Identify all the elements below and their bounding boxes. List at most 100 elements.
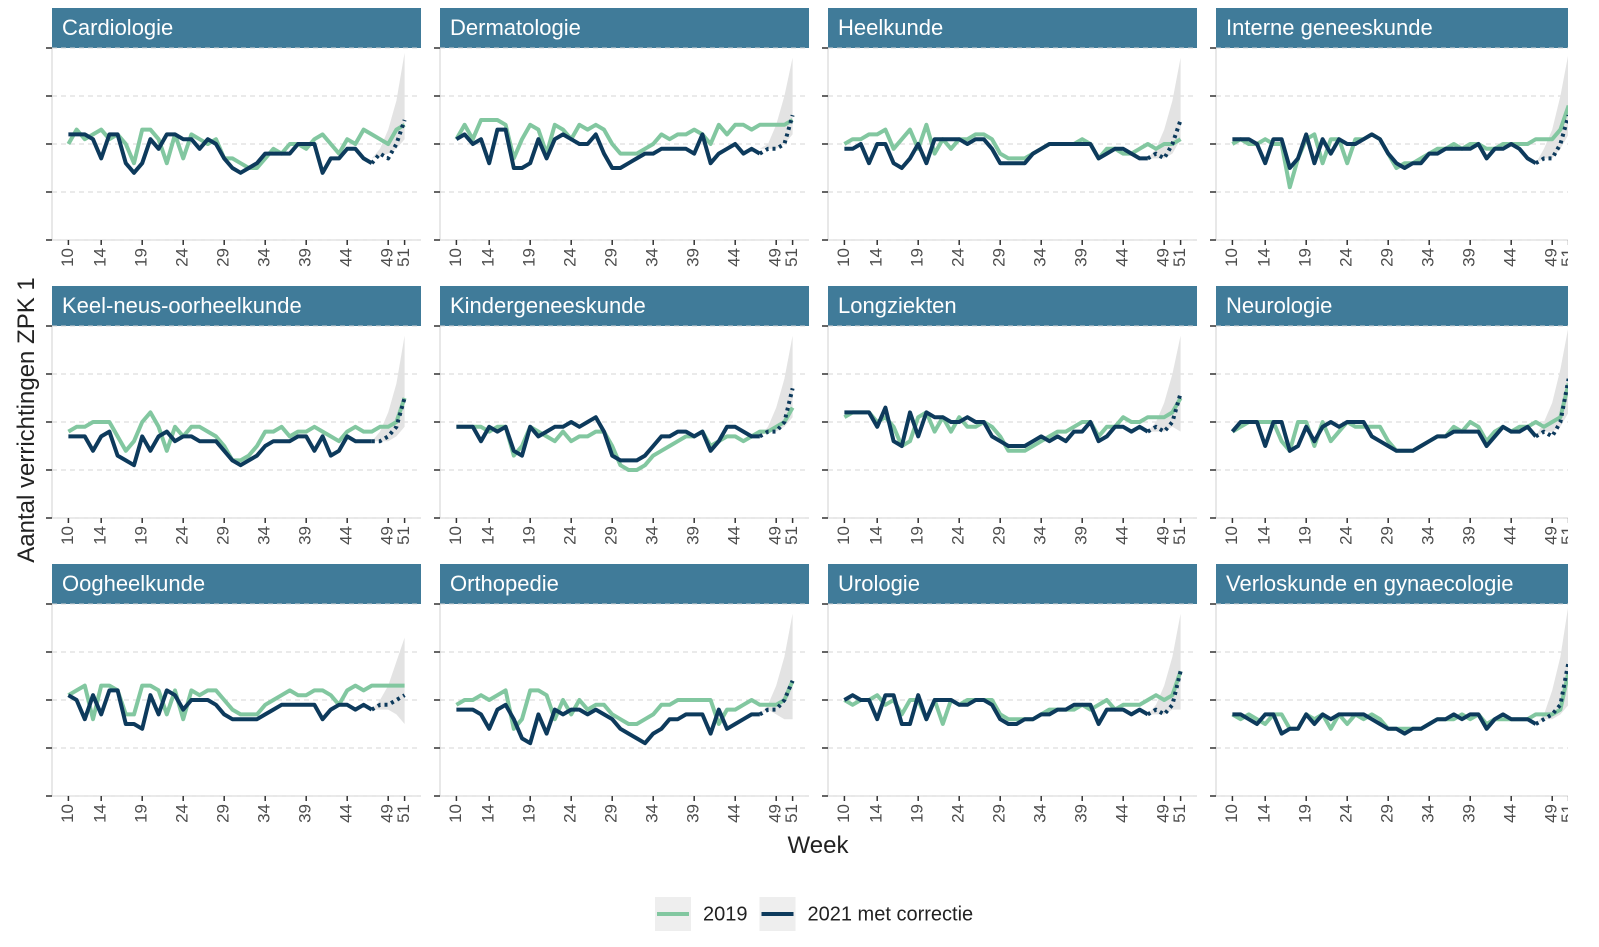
x-tick-label: 34 bbox=[255, 804, 274, 823]
x-tick-label: 19 bbox=[1296, 804, 1315, 823]
strip bbox=[440, 8, 809, 48]
panel-title: Keel-neus-oorheelkunde bbox=[62, 293, 302, 318]
x-tick-label: 29 bbox=[214, 804, 233, 823]
x-tick-label: 14 bbox=[867, 804, 886, 823]
x-tick-label: 24 bbox=[1337, 804, 1356, 823]
strip bbox=[828, 564, 1197, 604]
series-line bbox=[843, 397, 1183, 453]
x-tick-label: 51 bbox=[1558, 526, 1577, 545]
panel: Keel-neus-oorheelkunde 10 14 19 24 29 34 39 44 49… bbox=[46, 286, 421, 545]
x-tick-label: 34 bbox=[255, 248, 274, 267]
x-tick-label: 19 bbox=[908, 526, 927, 545]
x-tick-label: 34 bbox=[643, 526, 662, 545]
x-tick-label: 14 bbox=[1255, 248, 1274, 267]
x-tick-label: 34 bbox=[255, 526, 274, 545]
x-tick-label: 49 bbox=[766, 804, 785, 823]
series-line bbox=[843, 122, 1182, 161]
x-tick-label: 29 bbox=[990, 248, 1009, 267]
x-tick-label: 39 bbox=[1460, 248, 1479, 267]
x-tick-label: 49 bbox=[766, 526, 785, 545]
x-tick-label: 49 bbox=[378, 804, 397, 823]
series-line-projected bbox=[370, 119, 407, 165]
x-tick-label: 39 bbox=[1072, 526, 1091, 545]
series-line bbox=[843, 693, 1149, 726]
x-tick-label: 29 bbox=[990, 804, 1009, 823]
x-tick-label: 19 bbox=[132, 248, 151, 267]
series-line bbox=[456, 702, 760, 746]
strip bbox=[828, 286, 1197, 326]
x-tick-label: 49 bbox=[1542, 248, 1561, 267]
x-tick-label: 34 bbox=[643, 248, 662, 267]
x-tick-label: 39 bbox=[684, 248, 703, 267]
x-tick-label: 19 bbox=[132, 804, 151, 823]
x-tick-label: 19 bbox=[520, 526, 539, 545]
series-line bbox=[66, 123, 406, 170]
panel-title: Urologie bbox=[838, 571, 920, 596]
x-tick-label: 10 bbox=[834, 526, 853, 545]
series-line bbox=[68, 429, 372, 468]
x-tick-label: 44 bbox=[1113, 248, 1132, 267]
x-tick-label: 29 bbox=[1378, 804, 1397, 823]
x-tick-label: 14 bbox=[867, 526, 886, 545]
x-tick-label: 34 bbox=[1419, 804, 1438, 823]
panel-title: Longziekten bbox=[838, 293, 957, 318]
x-tick-label: 29 bbox=[1378, 248, 1397, 267]
y-axis-label: Aantal verrichtingen ZPK 1 bbox=[13, 277, 40, 562]
x-tick-label: 29 bbox=[214, 248, 233, 267]
series-line bbox=[456, 415, 760, 463]
x-tick-label: 51 bbox=[1170, 248, 1189, 267]
x-tick-label: 14 bbox=[479, 248, 498, 267]
confidence-band bbox=[1147, 335, 1181, 432]
x-tick-label: 34 bbox=[1031, 804, 1050, 823]
panel-title: Neurologie bbox=[1226, 293, 1332, 318]
series-line bbox=[844, 137, 1148, 170]
x-tick-label: 51 bbox=[1558, 804, 1577, 823]
panel-title: Interne geneeskunde bbox=[1226, 15, 1433, 40]
x-tick-label: 10 bbox=[58, 804, 77, 823]
x-tick-label: 29 bbox=[602, 248, 621, 267]
x-tick-label: 34 bbox=[1419, 526, 1438, 545]
x-tick-label: 24 bbox=[949, 526, 968, 545]
panel-title: Dermatologie bbox=[450, 15, 581, 40]
x-tick-label: 51 bbox=[1558, 248, 1577, 267]
x-tick-label: 34 bbox=[1419, 248, 1438, 267]
x-tick-label: 24 bbox=[561, 804, 580, 823]
x-tick-label: 51 bbox=[394, 526, 413, 545]
series-line-projected bbox=[370, 693, 406, 712]
x-tick-label: 44 bbox=[1501, 526, 1520, 545]
confidence-band bbox=[1147, 57, 1181, 159]
x-tick-label: 44 bbox=[337, 248, 356, 267]
panel-title: Cardiologie bbox=[62, 15, 173, 40]
strip bbox=[52, 8, 421, 48]
strip bbox=[440, 564, 809, 604]
strip bbox=[1216, 564, 1568, 604]
x-tick-label: 24 bbox=[949, 248, 968, 267]
confidence-band bbox=[759, 613, 793, 720]
panel-title: Verloskunde en gynaecologie bbox=[1226, 571, 1513, 596]
legend-label: 2021 met correctie bbox=[808, 903, 974, 925]
x-tick-label: 10 bbox=[834, 248, 853, 267]
x-tick-label: 14 bbox=[91, 804, 110, 823]
x-tick-label: 44 bbox=[1113, 804, 1132, 823]
x-tick-label: 19 bbox=[908, 248, 927, 267]
strip bbox=[52, 564, 421, 604]
x-tick-label: 39 bbox=[1460, 804, 1479, 823]
x-tick-label: 49 bbox=[378, 526, 397, 545]
x-tick-label: 51 bbox=[782, 248, 801, 267]
series-line bbox=[455, 127, 761, 170]
strip bbox=[1216, 8, 1568, 48]
x-tick-label: 29 bbox=[214, 526, 233, 545]
x-tick-label: 29 bbox=[602, 526, 621, 545]
series-line-projected bbox=[758, 114, 795, 156]
x-tick-label: 24 bbox=[173, 804, 192, 823]
x-tick-label: 24 bbox=[1337, 526, 1356, 545]
